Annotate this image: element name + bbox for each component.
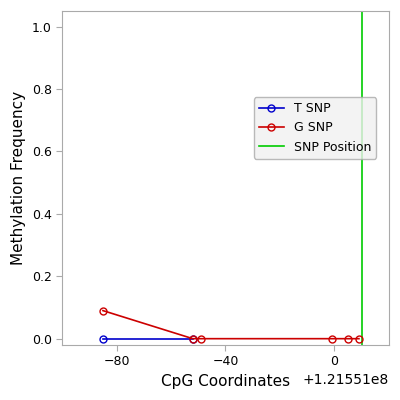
X-axis label: CpG Coordinates: CpG Coordinates	[161, 374, 290, 389]
Y-axis label: Methylation Frequency: Methylation Frequency	[11, 91, 26, 265]
Legend: T SNP, G SNP, SNP Position: T SNP, G SNP, SNP Position	[254, 97, 376, 159]
